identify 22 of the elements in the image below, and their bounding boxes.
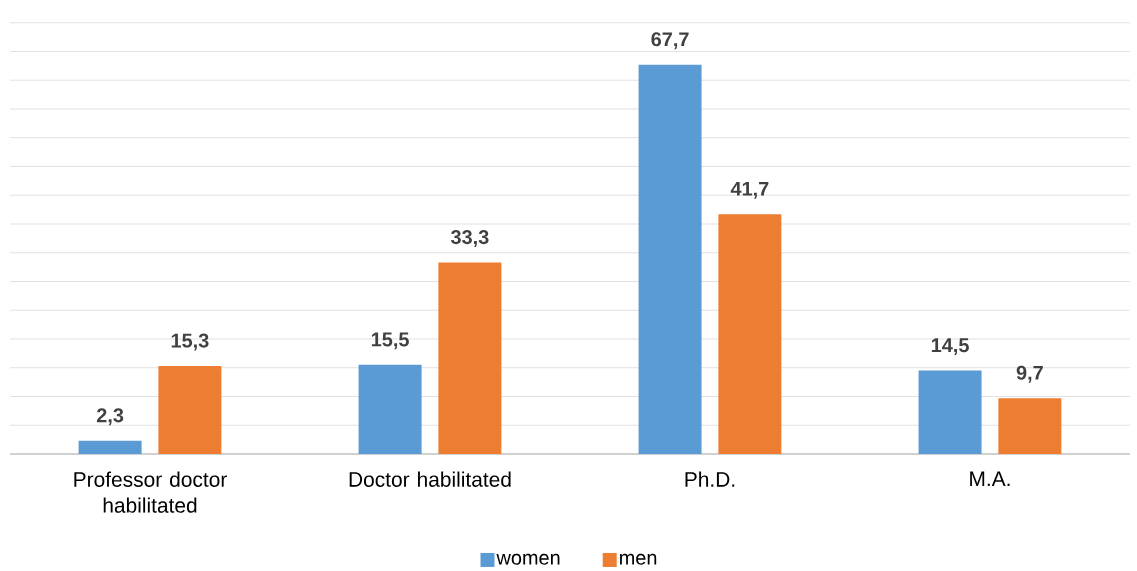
bar	[638, 64, 702, 454]
data-label: 2,3	[96, 408, 124, 426]
legend-label: women	[496, 553, 560, 565]
bar	[158, 366, 222, 454]
x-tick-label: M.A.	[970, 471, 1010, 486]
bar	[918, 370, 982, 454]
data-label: 41,7	[730, 181, 769, 199]
data-label: 33,3	[450, 230, 489, 247]
x-tick-label: Doctor habilitated	[349, 471, 511, 487]
data-label: 9,7	[1016, 365, 1043, 383]
x-tick-label: Professor doctor habilitated	[74, 471, 227, 513]
bar	[78, 440, 142, 454]
data-label: 15,3	[171, 333, 209, 351]
data-label: 14,5	[931, 338, 969, 356]
legend-label: men	[620, 553, 657, 565]
bar	[438, 262, 502, 454]
bar	[718, 214, 782, 454]
data-label: 67,7	[651, 32, 689, 50]
x-tick-label: Ph.D.	[685, 471, 735, 487]
bar	[998, 398, 1062, 454]
bar	[358, 364, 422, 454]
data-label: 15,5	[371, 332, 409, 350]
